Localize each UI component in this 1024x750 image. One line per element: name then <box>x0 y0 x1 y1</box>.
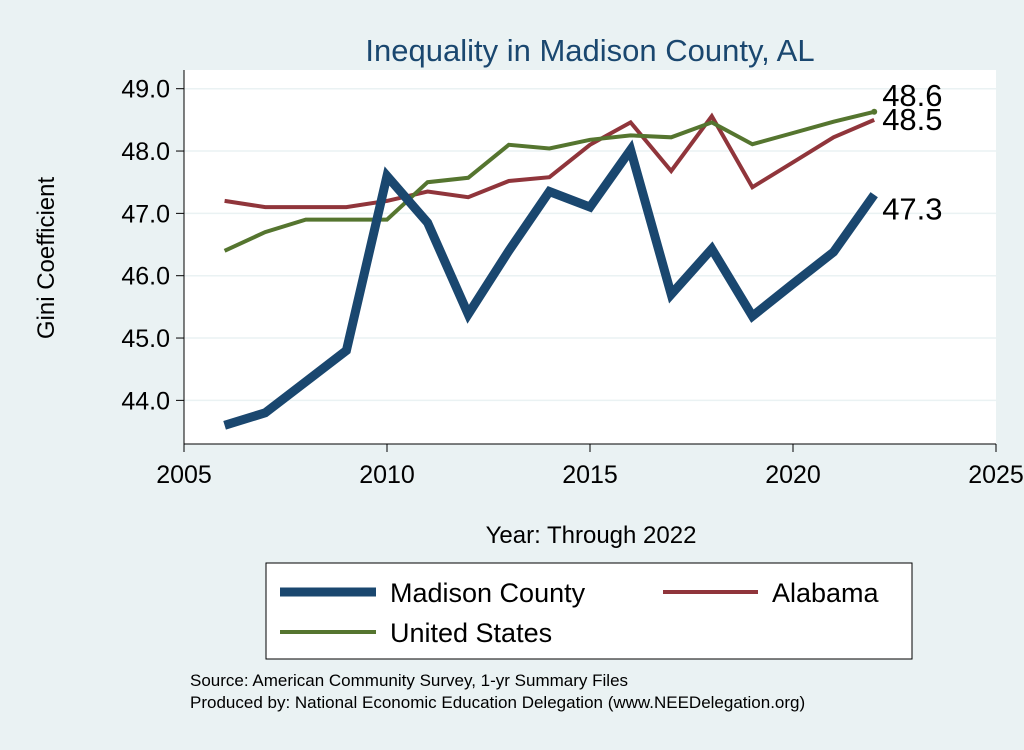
y-tick-label: 45.0 <box>121 325 170 353</box>
chart-title: Inequality in Madison County, AL <box>365 33 814 68</box>
gridlines <box>184 87 996 402</box>
plot-area <box>184 70 996 444</box>
x-axis-label: Year: Through 2022 <box>486 522 697 549</box>
legend-label-united-states: United States <box>390 618 552 648</box>
y-tick-label: 44.0 <box>121 387 170 415</box>
end-label-united-states: 48.6 <box>882 78 942 113</box>
x-tick-label: 2005 <box>156 461 212 489</box>
legend: Madison County Alabama United States <box>265 562 913 660</box>
x-tick-label: 2010 <box>359 461 415 489</box>
end-label-madison-county: 47.3 <box>882 192 942 227</box>
x-tick-label: 2020 <box>765 461 821 489</box>
x-tick-label: 2025 <box>968 461 1024 489</box>
y-axis-label: Gini Coefficient <box>33 177 60 340</box>
series-end-marker-united-states <box>871 108 878 115</box>
legend-label-alabama: Alabama <box>772 578 880 608</box>
end-label-alabama: 48.5 <box>882 102 942 137</box>
y-tick-label: 49.0 <box>121 76 170 104</box>
x-axis-ticks: 2005 2010 2015 2020 2025 <box>156 444 1024 489</box>
series-line-alabama <box>224 112 875 210</box>
series-line-madison-county <box>223 139 878 430</box>
y-tick-label: 46.0 <box>121 263 170 291</box>
source-note: Source: American Community Survey, 1-yr … <box>190 671 628 690</box>
y-axis-ticks: 44.0 45.0 46.0 47.0 48.0 49.0 <box>121 76 184 415</box>
x-tick-label: 2015 <box>562 461 618 489</box>
series-line-united-states <box>223 109 875 253</box>
end-labels: 47.3 48.548.6 <box>882 78 942 227</box>
series-lines <box>223 108 878 430</box>
legend-box <box>265 562 913 660</box>
producer-note: Produced by: National Economic Education… <box>190 693 805 712</box>
y-tick-label: 48.0 <box>121 138 170 166</box>
legend-label-madison-county: Madison County <box>390 578 586 608</box>
y-tick-label: 47.0 <box>121 200 170 228</box>
